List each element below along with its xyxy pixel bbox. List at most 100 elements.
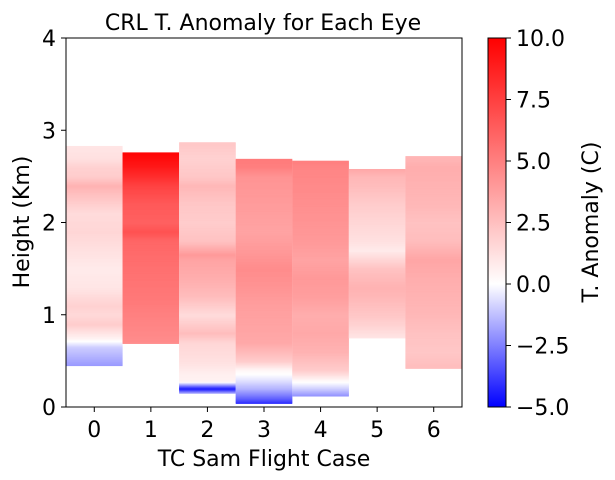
anomaly-cell	[66, 323, 123, 325]
anomaly-cell	[348, 203, 406, 205]
anomaly-cell	[348, 172, 406, 175]
anomaly-cell	[179, 166, 236, 169]
anomaly-cell	[179, 164, 236, 167]
anomaly-cell	[235, 382, 293, 384]
anomaly-cell	[179, 379, 236, 381]
anomaly-cell	[292, 303, 349, 305]
anomaly-cell	[122, 215, 180, 218]
anomaly-cell	[405, 157, 462, 159]
anomaly-cell	[66, 296, 123, 299]
anomaly-cell	[122, 264, 180, 267]
anomaly-cell	[348, 194, 406, 196]
anomaly-cell	[66, 215, 123, 217]
anomaly-cell	[292, 294, 349, 296]
anomaly-cell	[179, 157, 236, 160]
anomaly-cell	[292, 181, 349, 184]
anomaly-cell	[235, 396, 293, 399]
anomaly-cell	[66, 335, 123, 338]
anomaly-cell	[348, 328, 406, 331]
anomaly-cell	[292, 249, 349, 252]
anomaly-cell	[405, 195, 462, 197]
anomaly-cell	[122, 336, 180, 339]
anomaly-cell	[66, 350, 123, 353]
anomaly-cell	[292, 379, 349, 381]
anomaly-cell	[179, 284, 236, 287]
anomaly-cell	[292, 194, 349, 196]
anomaly-cell	[235, 391, 293, 393]
anomaly-cell	[122, 306, 180, 308]
anomaly-cell	[348, 208, 406, 211]
anomaly-cell	[66, 242, 123, 244]
anomaly-cell	[348, 197, 406, 199]
anomaly-cell	[292, 252, 349, 255]
anomaly-cell	[122, 328, 180, 331]
anomaly-cell	[66, 201, 123, 204]
anomaly-cell	[292, 282, 349, 285]
anomaly-cell	[235, 259, 293, 262]
anomaly-cell	[179, 198, 236, 200]
anomaly-cell	[235, 257, 293, 260]
anomaly-cell	[122, 302, 180, 304]
anomaly-cell	[179, 368, 236, 371]
anomaly-cell	[122, 238, 180, 240]
anomaly-cell	[66, 228, 123, 231]
anomaly-cell	[66, 169, 123, 172]
anomaly-cell	[179, 217, 236, 220]
anomaly-cell	[122, 171, 180, 174]
anomaly-cell	[405, 215, 462, 218]
anomaly-cell	[122, 197, 180, 199]
anomaly-cell	[348, 222, 406, 225]
anomaly-cell	[235, 297, 293, 300]
anomaly-cell	[66, 300, 123, 303]
anomaly-cell	[66, 353, 123, 356]
anomaly-cell	[292, 349, 349, 352]
anomaly-cell	[179, 381, 236, 383]
anomaly-cell	[122, 228, 180, 230]
anomaly-cell	[235, 189, 293, 192]
anomaly-cell	[348, 282, 406, 284]
anomaly-cell	[405, 248, 462, 251]
anomaly-cell	[348, 190, 406, 193]
anomaly-cell	[235, 282, 293, 284]
anomaly-cell	[235, 169, 293, 172]
anomaly-cell	[66, 167, 123, 169]
anomaly-cell	[348, 330, 406, 333]
anomaly-cell	[122, 206, 180, 209]
anomaly-cell	[66, 170, 123, 173]
x-tick-label: 0	[87, 418, 101, 443]
anomaly-cell	[179, 267, 236, 269]
anomaly-cell	[179, 295, 236, 297]
anomaly-cell	[292, 263, 349, 265]
anomaly-cell	[179, 174, 236, 177]
anomaly-cell	[405, 209, 462, 212]
anomaly-cell	[179, 170, 236, 173]
anomaly-cell	[66, 166, 123, 168]
anomaly-cell	[179, 213, 236, 216]
anomaly-cell	[292, 317, 349, 320]
anomaly-cell	[122, 153, 180, 155]
anomaly-cell	[348, 336, 406, 339]
anomaly-cell	[66, 345, 123, 347]
anomaly-cell	[292, 314, 349, 317]
anomaly-cell	[179, 158, 236, 161]
anomaly-cell	[179, 169, 236, 172]
anomaly-cell	[122, 246, 180, 249]
anomaly-cell	[292, 342, 349, 345]
anomaly-cell	[405, 219, 462, 222]
anomaly-cell	[405, 243, 462, 246]
anomaly-cell	[179, 146, 236, 148]
anomaly-cell	[122, 205, 180, 207]
anomaly-cell	[405, 156, 462, 158]
anomaly-cell	[235, 237, 293, 240]
anomaly-cell	[235, 295, 293, 298]
case-6-column	[405, 156, 462, 369]
anomaly-cell	[179, 294, 236, 296]
anomaly-cell	[405, 315, 462, 318]
anomaly-cell	[292, 216, 349, 219]
x-tick-label: 6	[427, 418, 441, 443]
anomaly-cell	[179, 265, 236, 267]
anomaly-cell	[405, 317, 462, 320]
anomaly-cell	[235, 294, 293, 297]
anomaly-cell	[66, 363, 123, 366]
anomaly-cell	[66, 341, 123, 344]
